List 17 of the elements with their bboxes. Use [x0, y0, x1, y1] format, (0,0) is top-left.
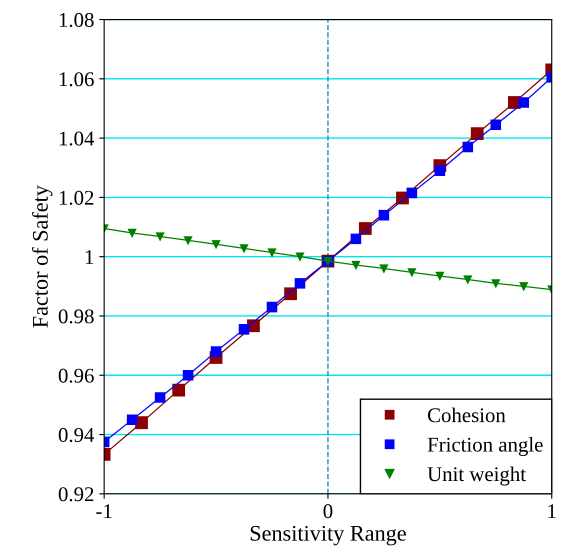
y-tick-label: 1.04 [60, 131, 94, 146]
x-tick-label: -1 [96, 504, 112, 518]
y-tick-label: 0.94 [58, 428, 94, 442]
legend-label: Unit weight [428, 466, 526, 486]
x-axis-title: Sensitivity Range [250, 526, 406, 546]
x-tick-label: 1 [548, 504, 556, 518]
y-axis-title: Factor of Safety [32, 185, 52, 328]
y-tick-label: 1 [86, 250, 94, 264]
y-tick-label: 0.96 [58, 368, 94, 383]
y-tick-label: 1.08 [60, 12, 94, 28]
x-tick-label: 0 [324, 504, 332, 518]
y-tick-label: 0.92 [58, 487, 94, 502]
y-tick-label: 0.98 [58, 309, 94, 324]
legend-label: Cohesion [428, 408, 506, 422]
y-tick-label: 1.02 [60, 190, 94, 205]
y-tick-label: 1.06 [60, 72, 94, 86]
legend-label: Friction angle [428, 437, 543, 456]
